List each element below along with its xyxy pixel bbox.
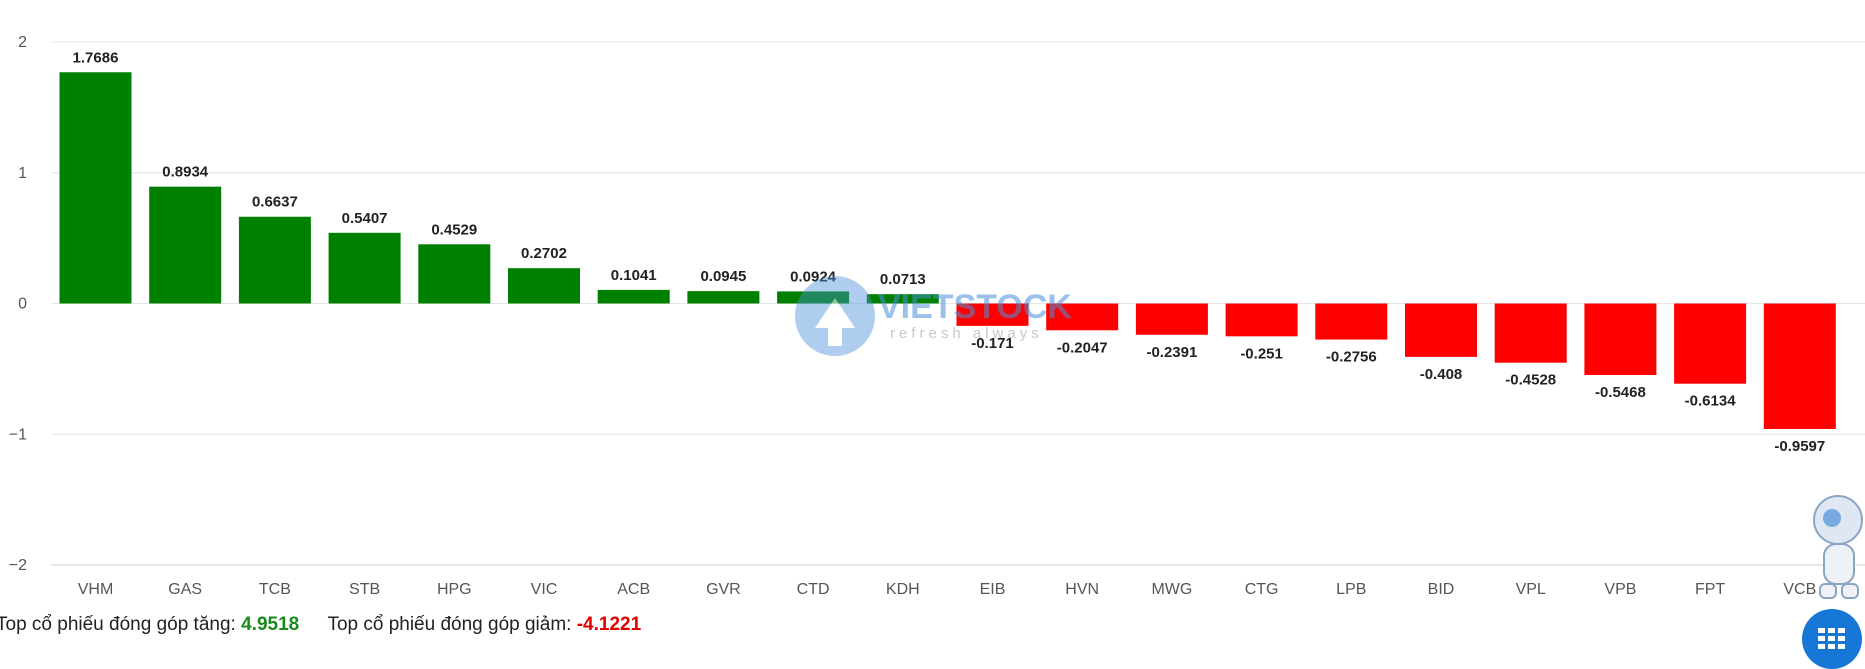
data-label-tcb: 0.6637 (252, 194, 298, 211)
x-tick-gas: GAS (168, 581, 202, 598)
x-tick-bid: BID (1428, 581, 1455, 598)
bar-eib[interactable] (956, 303, 1029, 326)
data-label-hpg: 0.4529 (431, 221, 477, 238)
data-label-vic: 0.2702 (521, 245, 567, 262)
data-label-hvn: -0.2047 (1057, 339, 1108, 356)
y-tick-label: −1 (9, 426, 27, 443)
x-tick-ctd: CTD (797, 581, 830, 598)
y-axis-ticks: 2 1 0 −1 −2 (9, 34, 27, 574)
x-tick-vpl: VPL (1516, 581, 1546, 598)
bar-bid[interactable] (1405, 303, 1477, 357)
x-tick-vcb: VCB (1783, 581, 1816, 598)
y-tick-label: 2 (18, 34, 27, 51)
x-tick-gvr: GVR (706, 581, 741, 598)
data-label-mwg: -0.2391 (1146, 344, 1197, 361)
contribution-summary: Top cổ phiếu đóng góp tăng: 4.9518 Top c… (0, 614, 641, 636)
data-label-eib: -0.171 (971, 335, 1014, 352)
bar-vhm[interactable] (59, 72, 132, 304)
bar-hpg[interactable] (418, 244, 491, 304)
x-tick-ctg: CTG (1245, 581, 1279, 598)
data-label-vhm: 1.7686 (73, 49, 119, 66)
x-tick-hvn: HVN (1065, 581, 1099, 598)
bars (59, 72, 1836, 429)
data-label-gas: 0.8934 (162, 164, 209, 181)
bar-kdh[interactable] (866, 294, 939, 304)
bar-mwg[interactable] (1135, 303, 1208, 335)
x-axis-ticks: VHM GAS TCB STB HPG VIC ACB GVR CTD KDH EIB HVN MWG C… (78, 581, 1817, 598)
bar-gas[interactable] (149, 186, 222, 304)
data-label-vcb: -0.9597 (1774, 438, 1825, 455)
x-tick-vpb: VPB (1604, 581, 1636, 598)
bar-acb[interactable] (597, 289, 670, 304)
data-label-bid: -0.408 (1420, 366, 1463, 383)
y-tick-label: 1 (18, 165, 27, 182)
bar-ctg[interactable] (1225, 303, 1298, 337)
mascot-icon[interactable] (1800, 490, 1865, 610)
bar-hvn[interactable] (1046, 303, 1119, 331)
x-tick-fpt: FPT (1695, 581, 1725, 598)
contribution-bar-chart: 2 1 0 −1 −2 1.7686 0.8934 0.6637 0.5407 0.4529 0.… (9, 34, 1865, 598)
data-label-ctg: -0.251 (1240, 345, 1283, 362)
x-tick-hpg: HPG (437, 581, 472, 598)
data-label-vpl: -0.4528 (1505, 372, 1556, 389)
data-label-ctd: 0.0924 (790, 268, 837, 285)
grid-menu-button[interactable] (1802, 609, 1862, 669)
x-tick-acb: ACB (617, 581, 650, 598)
x-tick-mwg: MWG (1151, 581, 1192, 598)
bar-ctd[interactable] (777, 291, 850, 304)
y-tick-label: −2 (9, 557, 27, 574)
data-label-stb: 0.5407 (342, 210, 388, 227)
bar-lpb[interactable] (1315, 303, 1388, 340)
bar-stb[interactable] (328, 232, 401, 304)
summary-up-value: 4.9518 (241, 614, 300, 635)
x-tick-tcb: TCB (259, 581, 291, 598)
bar-vpl[interactable] (1494, 303, 1567, 363)
data-label-acb: 0.1041 (611, 267, 657, 284)
data-label-fpt: -0.6134 (1685, 393, 1737, 410)
x-tick-vhm: VHM (78, 581, 114, 598)
data-label-lpb: -0.2756 (1326, 349, 1377, 366)
data-labels: 1.7686 0.8934 0.6637 0.5407 0.4529 0.2702 0.10… (73, 49, 1826, 455)
data-label-vpb: -0.5468 (1595, 384, 1646, 401)
data-label-gvr: 0.0945 (700, 268, 746, 285)
bar-tcb[interactable] (238, 216, 311, 304)
bar-fpt[interactable] (1674, 303, 1747, 384)
summary-up-label: Top cổ phiếu đóng góp tăng: (0, 614, 236, 635)
summary-down-value: -4.1221 (576, 614, 642, 635)
summary-down-label: Top cổ phiếu đóng góp giảm: (327, 614, 572, 635)
grid-icon (1818, 628, 1845, 649)
data-label-kdh: 0.0713 (880, 271, 926, 288)
x-tick-kdh: KDH (886, 581, 920, 598)
bar-gvr[interactable] (687, 291, 760, 304)
y-tick-label: 0 (18, 296, 27, 313)
bar-vcb[interactable] (1763, 303, 1836, 429)
x-tick-eib: EIB (980, 581, 1006, 598)
bar-vic[interactable] (508, 268, 580, 304)
x-tick-lpb: LPB (1336, 581, 1366, 598)
x-tick-vic: VIC (531, 581, 558, 598)
bar-vpb[interactable] (1584, 303, 1657, 375)
x-tick-stb: STB (349, 581, 380, 598)
